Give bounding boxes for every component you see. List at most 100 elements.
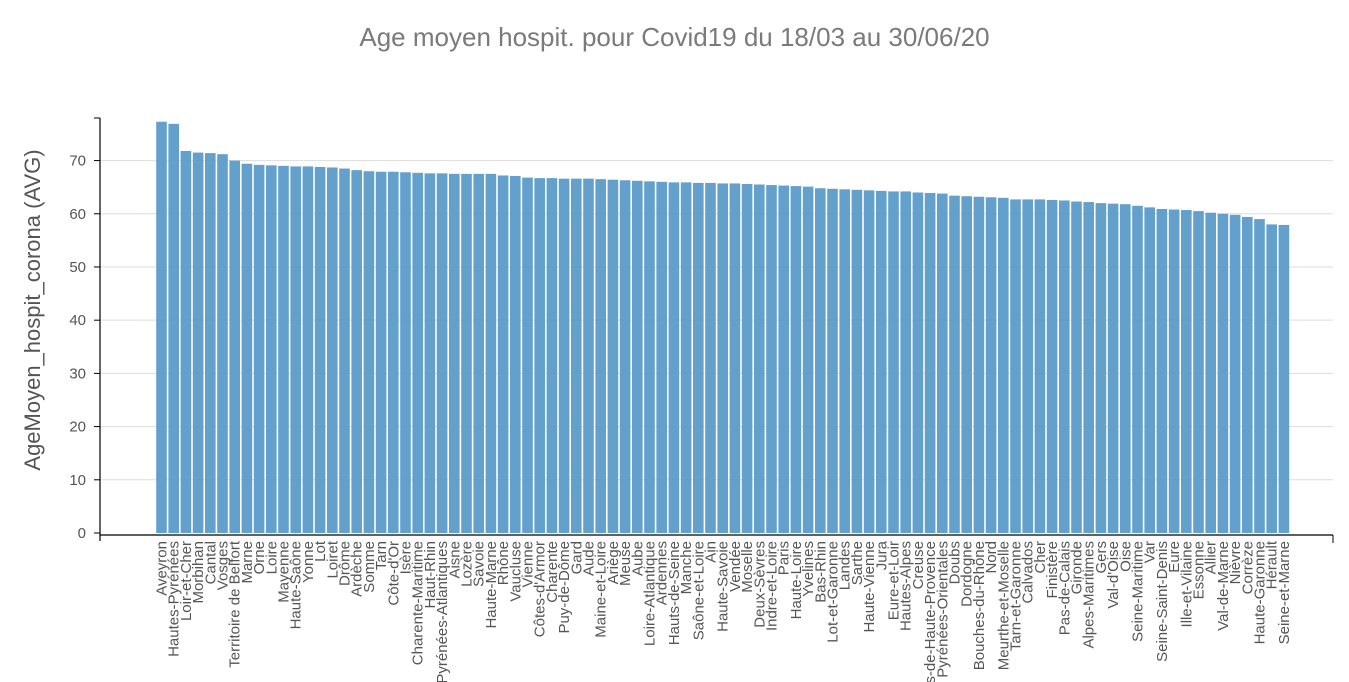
bar[interactable]: Loire-Atlantique: 66.1	[644, 181, 655, 533]
bar[interactable]: Vendée: 65.7	[729, 183, 741, 533]
bar[interactable]: Seine-Maritime: 61.5	[1132, 205, 1143, 534]
bar[interactable]: Ariège: 66.4	[607, 179, 619, 533]
bar[interactable]: Rhône: 67.2	[497, 175, 509, 533]
bar[interactable]: Ardèche: 68.2	[351, 170, 362, 533]
bar[interactable]: Drôme: 68.5	[339, 168, 350, 534]
bar[interactable]: Ain: 65.8	[705, 182, 716, 533]
bar[interactable]: Morbihan: 71.5	[192, 152, 204, 533]
bar[interactable]: Isère: 67.8	[400, 172, 411, 533]
bar[interactable]: Haute-Loire: 65.2	[790, 186, 802, 533]
bar[interactable]: Val-d'Oise: 61.9	[1107, 203, 1119, 533]
bar[interactable]: Haute-Savoie: 65.7	[717, 183, 728, 533]
bar[interactable]: Eure: 60.8	[1168, 209, 1180, 533]
bar[interactable]: Tarn-et-Garonne: 62.7	[1010, 199, 1021, 533]
bar[interactable]: Saône-et-Loire: 65.8	[693, 182, 704, 533]
bar[interactable]: Creuse: 64	[912, 192, 924, 534]
bar[interactable]: Loir-et-Cher: 71.8	[180, 150, 192, 534]
bar[interactable]: Hautes-Alpes: 64.2	[900, 191, 911, 534]
bar[interactable]: Hérault: 58	[1266, 224, 1277, 533]
bar[interactable]: Var: 61.2	[1144, 207, 1155, 533]
bar[interactable]: Pyrénées-Orientales: 63.8	[937, 193, 948, 534]
bar[interactable]: Gard: 66.6	[571, 178, 582, 533]
bar[interactable]: Charente: 66.7	[546, 178, 558, 533]
bar[interactable]: Seine-et-Marne: 57.9	[1278, 224, 1290, 533]
bar[interactable]: Pas-de-Calais: 62.5	[1059, 200, 1070, 533]
bar[interactable]: Bas-Rhin: 64.8	[815, 188, 826, 534]
bar[interactable]: Tarn: 67.9	[375, 171, 387, 534]
bar[interactable]: Doubs: 63.4	[949, 195, 960, 533]
bar[interactable]: Jura: 64.3	[876, 190, 887, 533]
bar[interactable]: Allier: 60.2	[1205, 212, 1216, 533]
bar[interactable]: Paris: 65.3	[778, 185, 789, 533]
bar[interactable]: Finistère: 62.6	[1046, 199, 1058, 533]
bar[interactable]: Lot-et-Garonne: 64.7	[827, 188, 838, 533]
x-tick-label: Lot	[312, 540, 329, 562]
bar[interactable]: Charente-Maritime: 67.7	[412, 172, 423, 534]
bar[interactable]: Haute-Saône: 68.9	[290, 166, 301, 534]
bar[interactable]: Haute-Garonne: 59	[1254, 219, 1265, 533]
bar[interactable]: Manche: 65.9	[680, 182, 692, 533]
bar[interactable]: Ille-et-Vilaine: 60.7	[1181, 210, 1192, 534]
bar[interactable]: Loire: 69.1	[266, 165, 277, 533]
bar[interactable]: Loiret: 68.7	[327, 167, 338, 534]
bar[interactable]: Sarthe: 64.5	[851, 189, 863, 533]
bar[interactable]: Essonne: 60.5	[1193, 211, 1204, 534]
bar[interactable]: Meuse: 66.3	[619, 180, 631, 533]
bar[interactable]: Meurthe-et-Moselle: 63	[998, 197, 1009, 533]
bar[interactable]: Alpes-de-Haute-Provence: 63.9	[924, 193, 936, 533]
bar[interactable]: Landes: 64.6	[839, 189, 850, 534]
bar[interactable]: Nord: 63.1	[985, 197, 997, 533]
bar[interactable]: Maine-et-Loire: 66.5	[595, 179, 606, 533]
x-tick-label: Cantal	[202, 541, 219, 584]
x-tick-label: Alpes-Maritimes	[1081, 541, 1098, 649]
bar[interactable]: Gers: 62	[1095, 203, 1107, 533]
bar[interactable]: Dordogne: 63.3	[961, 196, 972, 533]
bar[interactable]: Indre-et-Loire: 65.4	[766, 185, 777, 534]
bar[interactable]: Cher: 62.7	[1034, 199, 1046, 533]
bar[interactable]: Oise: 61.8	[1120, 204, 1131, 533]
bar[interactable]: Eure-et-Loir: 64.2	[888, 191, 899, 534]
bar[interactable]: Territoire de Belfort: 70	[229, 160, 240, 533]
bar[interactable]: Somme: 68	[363, 171, 375, 533]
bar[interactable]: Lot: 68.8	[314, 166, 326, 533]
x-tick-label: Sarthe	[849, 541, 866, 585]
bar[interactable]: Savoie: 67.5	[473, 173, 484, 533]
bar[interactable]: Vosges: 71.2	[217, 154, 228, 533]
bar[interactable]: Aude: 66.6	[583, 178, 594, 533]
x-tick-label: Val-de-Marne	[1215, 541, 1232, 631]
bar[interactable]: Côte-d'Or: 67.9	[388, 171, 399, 534]
bar[interactable]: Aveyron: 77.3	[156, 121, 167, 533]
bar[interactable]: Côtes-d'Armor: 66.7	[534, 178, 545, 533]
bar[interactable]: Lozère: 67.5	[461, 173, 472, 533]
bar[interactable]: Aube: 66.2	[632, 180, 643, 533]
bar[interactable]: Deux-Sèvres: 65.5	[754, 184, 765, 533]
bar[interactable]: Aisne: 67.5	[449, 173, 460, 533]
bar[interactable]: Hautes-Pyrénées: 76.9	[168, 123, 179, 533]
bar[interactable]: Ardennes: 66	[656, 181, 667, 533]
bar[interactable]: Mayenne: 69	[278, 165, 289, 533]
bar[interactable]: Alpes-Maritimes: 62.2	[1083, 202, 1094, 533]
bar[interactable]: Vaucluse: 67.1	[510, 175, 521, 534]
bar[interactable]: Seine-Saint-Denis: 60.9	[1156, 208, 1168, 534]
bar[interactable]: Vienne: 66.8	[522, 177, 533, 533]
bar[interactable]: Cantal: 71.4	[205, 153, 216, 533]
bar[interactable]: Yonne: 68.9	[302, 166, 314, 534]
bar[interactable]: Puy-de-Dôme: 66.6	[558, 178, 570, 533]
bar[interactable]: Val-de-Marne: 60	[1217, 213, 1229, 533]
x-tick-label: Manche	[678, 541, 695, 594]
bar[interactable]: Haut-Rhin: 67.6	[424, 173, 436, 533]
bar[interactable]: Bouches-du-Rhône: 63.2	[973, 196, 985, 534]
bar[interactable]: Orne: 69.2	[253, 164, 265, 533]
bar[interactable]: Calvados: 62.7	[1022, 199, 1033, 533]
bar[interactable]: Haute-Vienne: 64.4	[863, 190, 875, 534]
bar[interactable]: Corrèze: 59.4	[1242, 216, 1253, 533]
bar[interactable]: Haute-Marne: 67.5	[485, 173, 497, 533]
bar[interactable]: Gironde: 62.3	[1071, 201, 1082, 533]
bar[interactable]: Hauts-de-Seine: 65.9	[668, 182, 680, 533]
bar[interactable]: Nièvre: 59.8	[1229, 214, 1241, 533]
bar[interactable]: Marne: 69.4	[241, 163, 253, 533]
bar[interactable]: Yvelines: 65.1	[802, 186, 814, 533]
y-tick-label: 0	[78, 525, 86, 542]
bar[interactable]: Moselle: 65.6	[741, 183, 753, 533]
bar[interactable]: Pyrénées-Atlantiques: 67.6	[436, 173, 448, 533]
